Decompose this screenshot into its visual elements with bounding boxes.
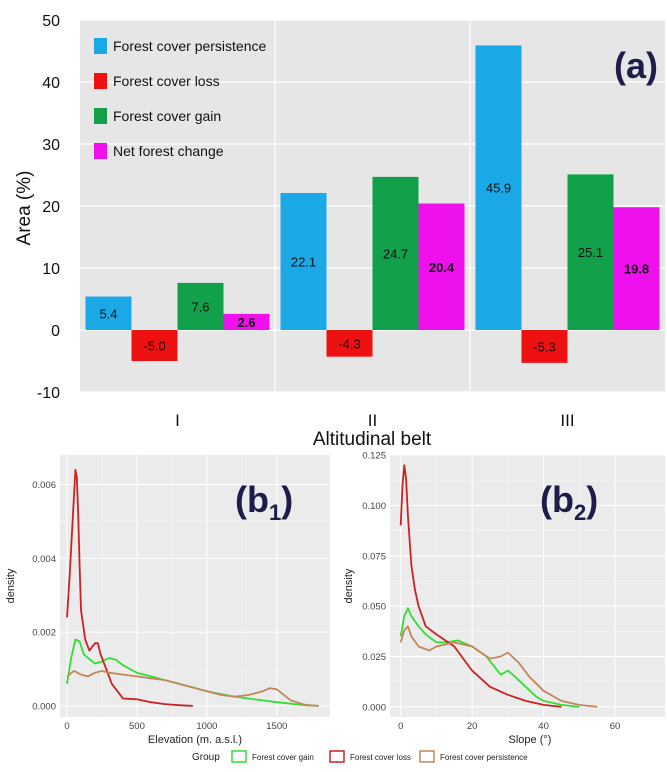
b1-y-tick-label: 0.006: [32, 480, 56, 491]
panel-b1-label-sub: 1: [269, 500, 281, 525]
b1-x-tick-label: 1000: [196, 721, 217, 732]
bottom-legend-swatch: [232, 751, 246, 762]
panel-a-bar-label: 5.4: [99, 306, 117, 321]
b2-y-tick-label: 0.000: [362, 702, 386, 713]
panel-b2-label-sub: 2: [574, 500, 586, 525]
panel-a-y-tick-label: 40: [42, 75, 60, 92]
panel-a-bar-label: -4.3: [338, 336, 360, 351]
bottom-legend-label: Forest cover persistence: [440, 753, 528, 762]
b1-y-tick-label: 0.002: [32, 628, 56, 639]
bottom-legend-items: Forest cover gain Forest cover loss Forest…: [232, 751, 528, 762]
b1-x-tick-label: 500: [129, 721, 145, 732]
b2-x-tick-label: 40: [538, 721, 549, 732]
b2-y-tick-label: 0.050: [362, 602, 386, 613]
bottom-legend-title: Group: [192, 752, 220, 763]
bottom-legend-swatch: [330, 751, 344, 762]
panel-a: -10 0 10 20 30 40 50 5.4 -5.0 7.6 2.6 22.1 -4.3 24.7…: [14, 13, 665, 450]
panel-a-bar-label: 20.4: [429, 260, 455, 275]
b2-x-tick-label: 0: [398, 721, 403, 732]
panel-b1-label-close: ): [281, 479, 293, 520]
b2-y-tick-label: 0.125: [362, 451, 386, 462]
b2-y-tick-label: 0.025: [362, 652, 386, 663]
panel-b1-x-axis-label: Elevation (m. a.s.l.): [148, 734, 242, 746]
b1-x-tick-label: 1500: [266, 721, 287, 732]
panel-a-bar-label: 22.1: [291, 254, 316, 269]
panel-a-legend-swatch: [94, 143, 107, 159]
panel-a-y-tick-label: 30: [42, 137, 60, 154]
panel-b2-label-close: ): [586, 479, 598, 520]
panel-a-bar-label: 24.7: [383, 246, 408, 261]
b2-x-tick-label: 60: [610, 721, 621, 732]
panel-a-bar-label: 25.1: [578, 245, 603, 260]
panel-a-y-tick-label: 10: [42, 261, 60, 278]
panel-a-legend-label: Net forest change: [113, 143, 224, 159]
panel-b2-y-axis-label: density: [343, 568, 355, 603]
panel-b2-plot-background: [390, 455, 665, 717]
panel-a-legend-swatch: [94, 38, 107, 54]
panel-a-x-tick-label: I: [175, 411, 180, 430]
b2-x-tick-label: 20: [467, 721, 478, 732]
panel-a-bar-label: 19.8: [624, 262, 649, 277]
panel-b2-x-axis-label: Slope (°): [509, 734, 552, 746]
panel-a-legend-swatch: [94, 108, 107, 124]
panel-a-legend-label: Forest cover persistence: [113, 38, 266, 54]
b1-y-tick-label: 0.000: [32, 701, 56, 712]
panel-b1: 0.000 0.002 0.004 0.006 0 500 1000 1500 density…: [5, 455, 330, 746]
panel-a-y-tick-label: 20: [42, 199, 60, 216]
panel-a-legend-swatch: [94, 73, 107, 89]
panel-a-y-tick-label: -10: [37, 385, 60, 402]
panel-a-x-tick-label: II: [368, 411, 377, 430]
bottom-legend-label: Forest cover loss: [350, 753, 411, 762]
panel-a-bar-label: -5.0: [143, 339, 165, 354]
panel-a-bar-label: 45.9: [486, 181, 511, 196]
panel-a-legend-label: Forest cover loss: [113, 73, 220, 89]
bottom-legend: Group Forest cover gain Forest cover loss…: [192, 751, 528, 763]
bottom-legend-swatch: [420, 751, 434, 762]
panel-a-label: (a): [614, 45, 658, 86]
panel-a-y-tick-label: 50: [42, 13, 60, 30]
b1-x-tick-label: 0: [64, 721, 69, 732]
panel-a-y-ticks: -10 0 10 20 30 40 50: [37, 13, 60, 402]
b1-y-tick-label: 0.004: [32, 554, 56, 565]
panel-a-legend-label: Forest cover gain: [113, 108, 221, 124]
panel-b2-label-main: (b: [540, 479, 574, 520]
panel-b2: 0.000 0.025 0.050 0.075 0.100 0.125 0 20 40 60 de…: [343, 451, 665, 747]
panel-a-bar-label: 2.6: [237, 315, 255, 330]
panel-b1-label: (b1): [235, 479, 293, 525]
bottom-legend-label: Forest cover gain: [252, 753, 314, 762]
panel-a-y-axis-label: Area (%): [14, 171, 35, 246]
panel-b1-label-main: (b: [235, 479, 269, 520]
panel-a-y-tick-label: 0: [51, 323, 60, 340]
panel-a-bar-label: 7.6: [191, 299, 209, 314]
panel-a-x-ticks: I II III: [175, 411, 574, 430]
b2-y-tick-label: 0.075: [362, 551, 386, 562]
panel-b1-y-axis-label: density: [5, 568, 17, 603]
b2-y-tick-label: 0.100: [362, 501, 386, 512]
panel-b2-label: (b2): [540, 479, 598, 525]
panel-a-x-axis-label: Altitudinal belt: [313, 429, 432, 450]
panel-a-x-tick-label: III: [560, 411, 574, 430]
panel-a-bar-label: -5.3: [533, 339, 555, 354]
